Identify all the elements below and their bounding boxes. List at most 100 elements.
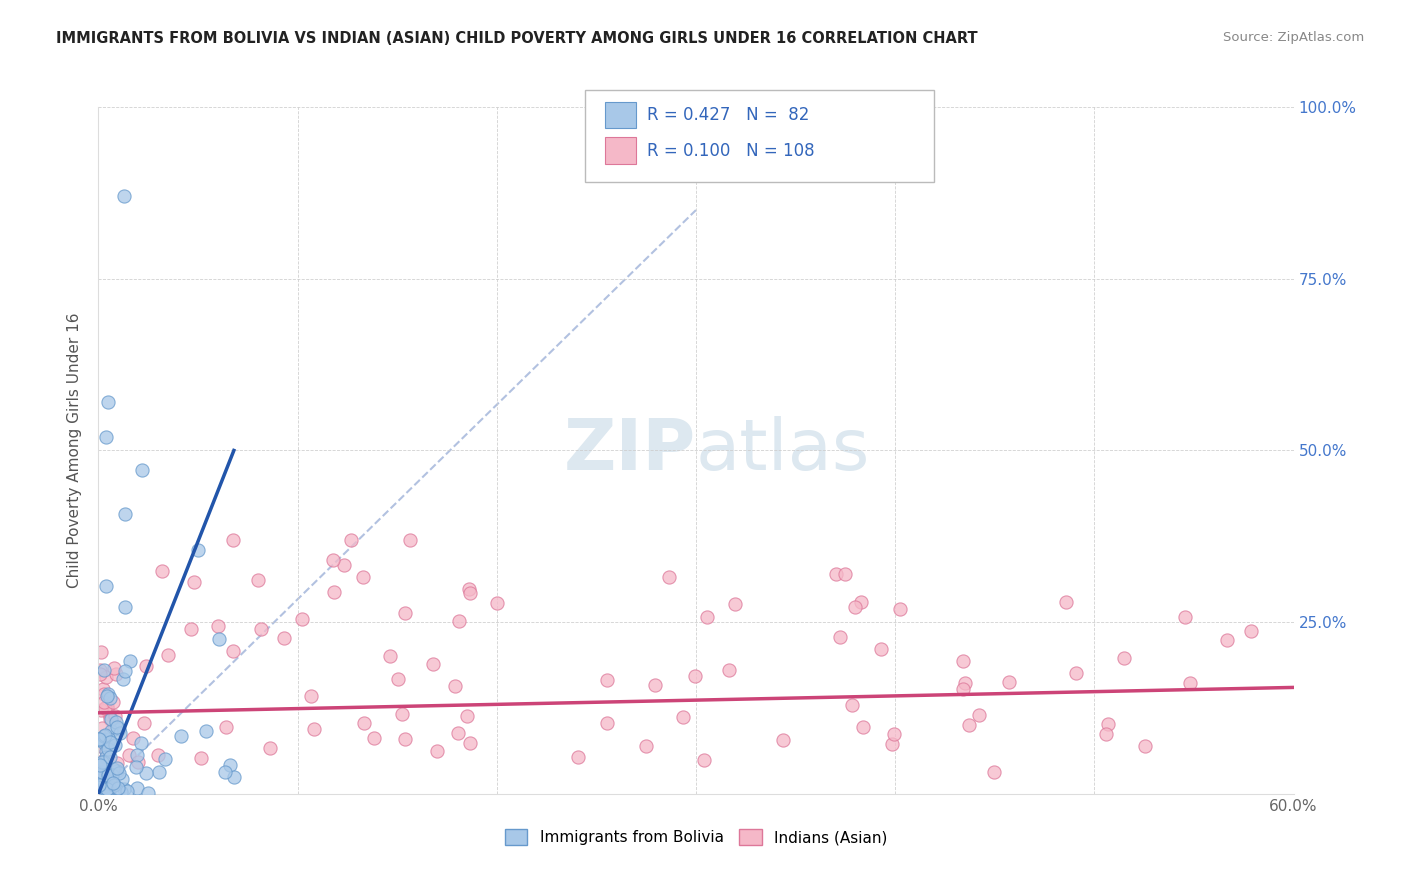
Point <box>97 766 120 780</box>
Point <box>103 661 125 675</box>
Point <box>94 728 117 742</box>
Point <box>90 731 112 746</box>
Point <box>696 610 718 624</box>
Point <box>208 632 231 647</box>
Point <box>105 764 128 778</box>
Point <box>834 567 856 582</box>
Point <box>447 726 470 740</box>
Point <box>114 507 136 521</box>
Point <box>89 732 111 747</box>
Point <box>93 663 115 677</box>
Point <box>98 732 121 747</box>
Point <box>108 722 131 736</box>
Point <box>94 751 117 765</box>
Point <box>422 657 444 672</box>
Point <box>332 558 354 572</box>
Point <box>567 750 589 764</box>
Point <box>103 695 125 709</box>
Point <box>221 533 243 547</box>
Point <box>91 740 114 755</box>
Point <box>90 755 112 769</box>
Point <box>97 742 120 756</box>
Point <box>824 566 846 581</box>
Text: R = 0.427   N =  82: R = 0.427 N = 82 <box>647 106 808 124</box>
Point <box>97 781 120 796</box>
Point <box>952 655 974 669</box>
Point <box>353 716 375 731</box>
Point <box>98 750 121 764</box>
Point <box>93 756 115 770</box>
Point <box>105 756 128 770</box>
Point <box>93 729 115 743</box>
Point <box>644 678 666 692</box>
Point <box>458 585 481 599</box>
Point <box>447 614 470 628</box>
Point <box>114 664 136 678</box>
Point <box>89 667 111 681</box>
Point <box>91 735 114 749</box>
Point <box>259 741 281 756</box>
Point <box>121 731 143 746</box>
Point <box>112 189 135 203</box>
Point <box>98 712 121 726</box>
Point <box>323 585 346 599</box>
Point <box>98 690 121 705</box>
Point <box>187 543 209 558</box>
Point <box>302 722 325 736</box>
Point <box>399 533 422 548</box>
Point <box>125 748 148 763</box>
Point <box>443 679 465 693</box>
Point <box>94 669 117 683</box>
Point <box>851 594 873 608</box>
Point <box>87 732 110 747</box>
Point <box>148 764 170 779</box>
Point <box>131 463 153 477</box>
Point <box>91 681 114 696</box>
Point <box>1215 633 1237 648</box>
Point <box>658 570 681 584</box>
Point <box>96 782 118 797</box>
Point <box>156 648 179 663</box>
Point <box>94 772 117 787</box>
Point <box>1174 610 1197 624</box>
Point <box>1054 595 1077 609</box>
Legend: Immigrants from Bolivia, Indians (Asian): Immigrants from Bolivia, Indians (Asian) <box>498 823 894 852</box>
Point <box>195 723 218 738</box>
Point <box>105 715 128 730</box>
Point <box>107 765 129 780</box>
Point <box>135 765 157 780</box>
Point <box>218 758 240 772</box>
Point <box>107 720 129 734</box>
Point <box>486 596 509 610</box>
Point <box>125 760 148 774</box>
Point <box>387 672 409 686</box>
Point <box>89 757 111 772</box>
Point <box>94 578 117 592</box>
Point <box>1095 727 1118 741</box>
Point <box>155 752 177 766</box>
Point <box>391 707 413 722</box>
Point <box>183 575 205 590</box>
Point <box>108 726 131 740</box>
Point <box>1240 624 1263 638</box>
Point <box>91 764 114 779</box>
Point <box>595 716 617 731</box>
Point <box>880 737 903 751</box>
Point <box>596 673 619 687</box>
Point <box>98 782 121 797</box>
Y-axis label: Child Poverty Among Girls Under 16: Child Poverty Among Girls Under 16 <box>67 313 83 588</box>
Point <box>111 772 134 786</box>
Point <box>685 669 707 683</box>
Point <box>111 672 134 686</box>
Point <box>250 623 273 637</box>
Point <box>94 701 117 715</box>
Point <box>772 732 794 747</box>
Point <box>97 776 120 790</box>
Point <box>207 619 229 633</box>
Point <box>118 654 141 668</box>
Point <box>340 533 363 547</box>
Point <box>634 739 657 754</box>
Point <box>96 698 118 713</box>
Point <box>89 664 111 678</box>
Point <box>883 727 905 741</box>
